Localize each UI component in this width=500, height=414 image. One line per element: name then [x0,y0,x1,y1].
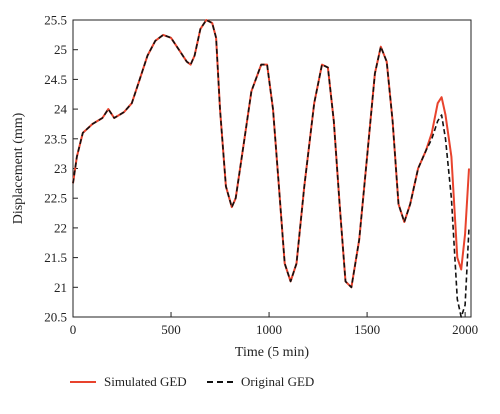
y-tick-label: 24 [54,102,68,117]
y-tick-label: 21 [54,280,67,295]
y-tick-label: 24.5 [44,72,67,87]
x-tick-label: 0 [70,322,77,337]
y-tick-label: 25 [54,42,67,57]
series-line-original [72,19,470,318]
y-tick-label: 22.5 [44,191,67,206]
legend-swatch-simulated [70,381,96,383]
x-axis-ticks: 0 500 1000 1500 2000 [70,312,478,337]
x-tick-label: 1000 [256,322,282,337]
y-axis-ticks: 20.5 21 21.5 22 22.5 23 23.5 24 24.5 25 25.5 [44,13,78,325]
x-tick-label: 500 [161,322,181,337]
y-tick-label: 23 [54,161,67,176]
plot-frame [72,19,472,318]
x-tick-label: 2000 [452,322,478,337]
y-tick-label: 20.5 [44,310,67,325]
y-tick-label: 23.5 [44,131,67,146]
series-line-simulated [72,19,470,289]
legend: Simulated GED Original GED [70,374,490,394]
legend-label-original: Original GED [241,374,315,389]
y-axis-title: Displacement (mm) [11,112,26,224]
legend-item-simulated: Simulated GED [70,374,187,390]
legend-label-simulated: Simulated GED [104,374,187,389]
y-tick-label: 25.5 [44,13,67,28]
legend-swatch-original [207,381,233,383]
x-tick-label: 1500 [354,322,380,337]
x-axis-title: Time (5 min) [235,345,309,360]
series-layer [72,19,470,318]
y-tick-label: 21.5 [44,250,67,265]
legend-item-original: Original GED [207,374,314,390]
y-tick-label: 22 [54,220,67,235]
